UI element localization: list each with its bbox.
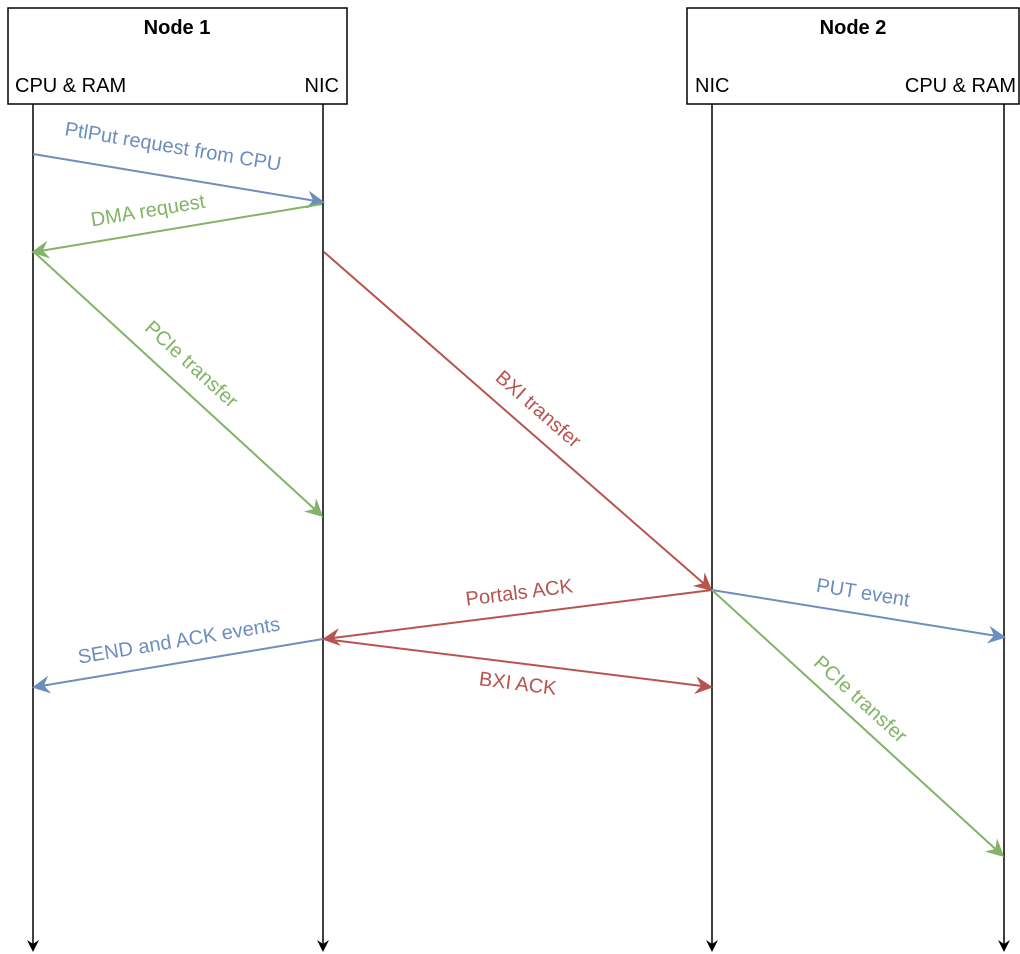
msg-ptlput-request-arrow bbox=[32, 153, 325, 209]
msg-send-ack-events-label: SEND and ACK events bbox=[76, 614, 281, 669]
node-1-lane-cpu-ram: CPU & RAM bbox=[15, 75, 126, 97]
node-1-title: Node 1 bbox=[144, 17, 211, 39]
msg-bxi-transfer-arrow bbox=[323, 251, 713, 591]
msg-pcie-transfer-2-arrow bbox=[711, 589, 1005, 858]
node-2-title: Node 2 bbox=[820, 17, 887, 39]
node-2-lane-cpu-ram: CPU & RAM bbox=[905, 75, 1016, 97]
msg-bxi-ack-arrow bbox=[323, 638, 713, 695]
msg-dma-request-arrow bbox=[31, 203, 323, 259]
msg-send-ack-events-arrow bbox=[32, 638, 324, 694]
msg-pcie-transfer-2-label: PCIe transfer bbox=[809, 652, 911, 748]
msg-portals-ack-arrow bbox=[322, 589, 713, 647]
msg-portals-ack-label: Portals ACK bbox=[464, 575, 574, 610]
msg-pcie-transfer-1-arrow bbox=[33, 251, 324, 518]
msg-pcie-transfer-1-label: PCIe transfer bbox=[140, 317, 242, 413]
node-2-box: Node 2 NIC CPU & RAM bbox=[686, 7, 1020, 105]
msg-bxi-ack-label: BXI ACK bbox=[478, 668, 559, 700]
node-1-lane-nic: NIC bbox=[305, 75, 339, 97]
msg-put-event-label: PUT event bbox=[815, 575, 912, 612]
msg-put-event-arrow bbox=[711, 589, 1006, 644]
node-2-lane-nic: NIC bbox=[695, 75, 729, 97]
msg-ptlput-request-label: PtlPut request from CPU bbox=[63, 118, 283, 175]
node-1-box: Node 1 CPU & RAM NIC bbox=[7, 7, 348, 105]
